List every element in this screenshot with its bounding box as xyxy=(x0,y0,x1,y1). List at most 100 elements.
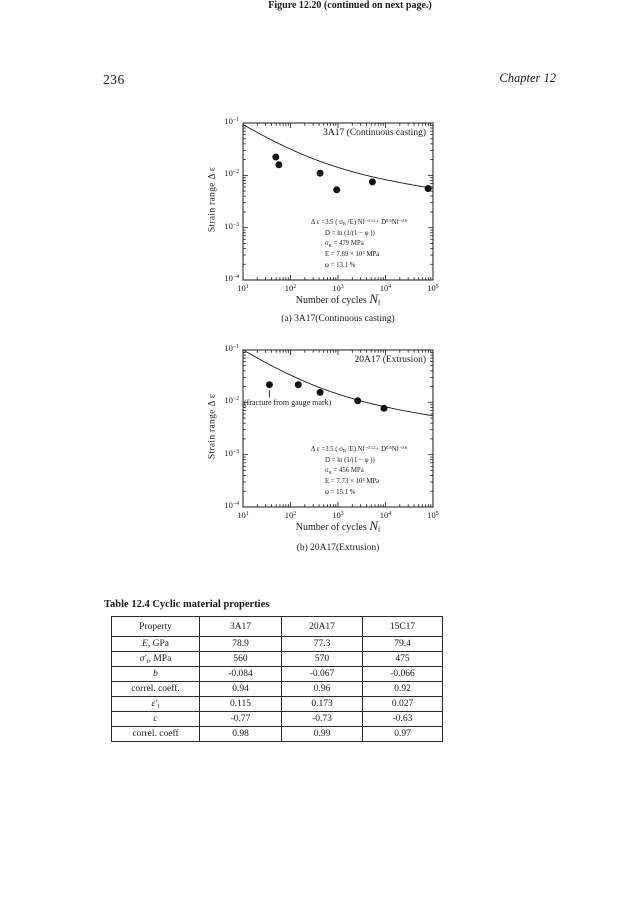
value-cell: 78.9 xyxy=(199,636,282,652)
value-cell: 0.99 xyxy=(281,726,363,742)
axis-ticks xyxy=(242,349,434,508)
chart-a-3a17-strain-life: 3A17 (Continuous casting) 10−1 10−2 10−3 10−… xyxy=(180,112,496,314)
value-cell: 0.94 xyxy=(199,681,282,697)
caption-b: (b) 20A17(Extrusion) xyxy=(296,543,380,553)
data-point xyxy=(354,397,362,405)
value-cell: 560 xyxy=(199,651,282,667)
value-cell: 0.027 xyxy=(362,696,443,712)
table-body: E, GPa 78.9 77.3 79.4 σ′f, MPa 560 570 475 b -0.0… xyxy=(111,636,443,742)
equation-line: φ = 13.1 % xyxy=(325,261,356,269)
caption-a: (a) 3A17(Continuous casting) xyxy=(281,314,395,324)
value-cell: 0.115 xyxy=(199,696,282,712)
y-tick-label: 10−3 xyxy=(224,220,239,231)
page-number: 236 xyxy=(103,72,125,87)
value-cell: 475 xyxy=(362,651,443,667)
value-cell: 0.97 xyxy=(362,726,443,742)
chapter-header: Chapter 12 xyxy=(499,71,556,85)
equation-block: Δ ε =3.5 ( σB /E) Nf−0.12+ D0.6Nf−0.6 D =… xyxy=(311,445,407,499)
x-tick-label: 104 xyxy=(379,283,392,293)
x-tick-label: 101 xyxy=(237,283,249,293)
y-tick-label: 10−4 xyxy=(224,500,239,510)
chart-b-20a17-strain-life: 20A17 (Extrusion) 10−1 10−2 10−3 10−4 101 102 1… xyxy=(180,339,496,541)
table-row: correl. coeff 0.98 0.99 0.97 xyxy=(111,726,443,742)
cyclic-material-properties-table: Property 3A17 20A17 15C17 E, GPa 78.9 77.3 79.… xyxy=(111,616,443,742)
equation-line: D = ln (1/(1 − φ )) xyxy=(325,456,375,464)
equation-line: D = ln (1/(1 − φ )) xyxy=(325,229,375,237)
table-row: ε′f 0.115 0.173 0.027 xyxy=(111,696,443,712)
equation-line: E = 7.73 × 104 MPa xyxy=(325,476,380,486)
property-label-cell: b xyxy=(111,666,200,682)
table-row: c -0.77 -0.73 -0.63 xyxy=(111,711,443,727)
x-tick-label: 105 xyxy=(427,283,439,293)
figure-caption: Figure 12.20 (continued on next page.) xyxy=(268,0,432,11)
prediction-curve xyxy=(242,124,434,189)
data-point xyxy=(275,161,283,169)
property-label-cell: σ′f, MPa xyxy=(111,651,200,667)
equation-block: Δ ε =3.5 ( σB /E) Nf−0.12+ D0.6Nf−0.6 D =… xyxy=(311,218,407,272)
property-label-cell: correl. coeff xyxy=(111,726,200,742)
value-cell: -0.63 xyxy=(362,711,443,727)
table-title: Table 12.4 Cyclic material properties xyxy=(104,599,270,610)
value-cell: 0.92 xyxy=(362,681,443,697)
plot-svg-a xyxy=(242,122,434,281)
property-label-cell: E, GPa xyxy=(111,636,200,652)
data-point xyxy=(316,169,324,177)
data-point xyxy=(424,185,432,192)
y-axis-label: Strain range Δ ε xyxy=(207,166,218,233)
y-tick-label: 10−1 xyxy=(224,116,239,126)
equation-line: σB = 456 MPa xyxy=(325,467,364,475)
data-point xyxy=(316,388,324,396)
y-tick-label: 10−2 xyxy=(224,395,239,406)
value-cell: 0.96 xyxy=(281,681,363,697)
y-axis-label: Strain range Δ ε xyxy=(207,393,218,460)
table-row: b -0.084 -0.067 -0.066 xyxy=(111,666,443,682)
y-tick-label: 10−1 xyxy=(224,343,239,353)
x-tick-label: 103 xyxy=(332,283,344,293)
value-cell: -0.77 xyxy=(199,711,282,727)
data-point xyxy=(272,153,280,161)
x-axis-label: Number of cycles Nf xyxy=(295,291,381,308)
y-tick-label: 10−2 xyxy=(224,168,239,179)
equation-line: E = 7.89 × 104 MPa xyxy=(325,249,380,259)
property-label-cell: ε′f xyxy=(111,696,200,712)
data-point xyxy=(380,404,388,412)
column-header: Property xyxy=(111,616,200,637)
x-tick-label: 102 xyxy=(284,283,297,293)
value-cell: 79.4 xyxy=(362,636,443,652)
table-row: E, GPa 78.9 77.3 79.4 xyxy=(111,636,443,652)
plot-title: 20A17 (Extrusion) xyxy=(354,355,426,365)
column-header: 20A17 xyxy=(281,616,363,637)
prediction-curve xyxy=(242,349,434,417)
y-tick-label: 10−4 xyxy=(224,273,239,283)
property-label-cell: c xyxy=(111,711,200,727)
y-tick-label: 10−3 xyxy=(224,447,239,458)
value-cell: -0.066 xyxy=(362,666,443,682)
data-point xyxy=(333,186,341,194)
value-cell: 0.98 xyxy=(199,726,282,742)
value-cell: -0.067 xyxy=(281,666,363,682)
x-tick-label: 101 xyxy=(237,510,249,520)
annotation-fracture-note: (fracture from gauge mark) xyxy=(244,398,332,407)
x-tick-label: 104 xyxy=(379,510,392,520)
value-cell: -0.084 xyxy=(199,666,282,682)
x-tick-label: 102 xyxy=(284,510,297,520)
equation-line: Δ ε =3.5 ( σB /E) Nf−0.12+ D0.6Nf−0.6 xyxy=(311,217,408,227)
column-header: 3A17 xyxy=(199,616,282,637)
table-row: σ′f, MPa 560 570 475 xyxy=(111,651,443,667)
value-cell: 570 xyxy=(281,651,363,667)
data-point xyxy=(368,178,376,186)
x-tick-label: 105 xyxy=(427,510,439,520)
x-tick-label: 103 xyxy=(332,510,344,520)
table-header-row: Property 3A17 20A17 15C17 xyxy=(111,616,443,637)
value-cell: 77.3 xyxy=(281,636,363,652)
table-row: correl. coeff. 0.94 0.96 0.92 xyxy=(111,681,443,697)
value-cell: -0.73 xyxy=(281,711,363,727)
value-cell: 0.173 xyxy=(281,696,363,712)
data-point xyxy=(265,381,273,389)
plot-svg-b xyxy=(242,349,434,508)
axis-ticks xyxy=(242,122,434,281)
plot-title: 3A17 (Continuous casting) xyxy=(323,128,426,138)
x-axis-label: Number of cycles Nf xyxy=(295,518,381,535)
data-point xyxy=(294,381,302,389)
